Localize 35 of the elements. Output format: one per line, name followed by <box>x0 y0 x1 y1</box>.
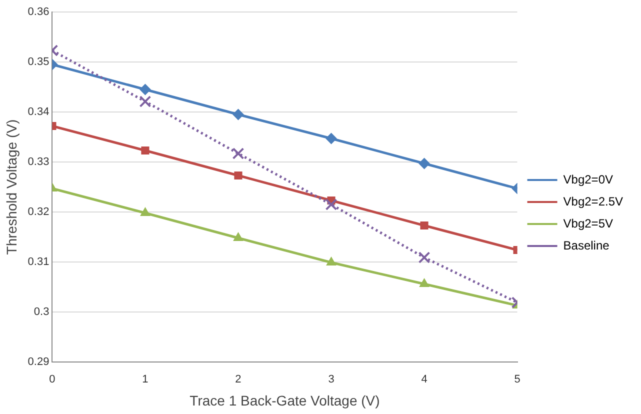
x-tick-label: 2 <box>235 374 242 386</box>
y-tick-label: 0.33 <box>28 156 50 168</box>
point <box>326 257 336 266</box>
y-tick-label: 0.35 <box>28 56 50 68</box>
point <box>233 232 244 241</box>
x-tick-label: 5 <box>514 374 520 386</box>
y-tick-label: 0.32 <box>28 206 50 218</box>
point <box>325 198 338 210</box>
point <box>139 96 152 108</box>
x-tick-label: 4 <box>421 374 428 386</box>
legend-label: Vbg2=5V <box>563 216 613 230</box>
point <box>141 146 150 155</box>
legend-label: Vbg2=2.5V <box>563 194 623 208</box>
point <box>140 208 150 216</box>
point <box>232 109 244 120</box>
x-axis-title: Trace 1 Back-Gate Voltage (V) <box>190 392 380 408</box>
x-tick-label: 0 <box>49 374 56 386</box>
y-tick-label: 0.34 <box>28 106 50 118</box>
point <box>234 171 242 180</box>
x-tick-label: 3 <box>328 374 334 386</box>
point <box>420 221 428 230</box>
point <box>326 133 337 144</box>
point <box>418 252 430 264</box>
y-tick-label: 0.31 <box>28 256 50 268</box>
legend-label: Vbg2=0V <box>563 172 613 186</box>
legend-label: Baseline <box>563 238 610 252</box>
x-tick-label: 1 <box>142 374 148 386</box>
y-axis-title: Threshold Voltage (V) <box>3 119 20 255</box>
point <box>232 148 244 160</box>
y-tick-label: 0.3 <box>34 306 50 318</box>
point <box>418 158 430 169</box>
y-tick-label: 0.36 <box>28 6 50 18</box>
y-tick-label: 0.29 <box>28 356 50 368</box>
point <box>419 278 430 287</box>
point <box>140 84 151 95</box>
